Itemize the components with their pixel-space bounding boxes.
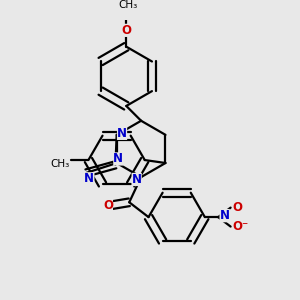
Text: CH₃: CH₃ bbox=[50, 160, 69, 170]
Text: CH₃: CH₃ bbox=[118, 0, 137, 10]
Text: N: N bbox=[117, 127, 127, 140]
Text: N: N bbox=[84, 172, 94, 185]
Text: O⁻: O⁻ bbox=[232, 220, 248, 233]
Text: N: N bbox=[132, 173, 142, 186]
Text: O: O bbox=[103, 199, 113, 212]
Text: N: N bbox=[220, 209, 230, 222]
Text: O: O bbox=[121, 24, 131, 37]
Text: O: O bbox=[232, 201, 242, 214]
Text: N: N bbox=[113, 152, 123, 165]
